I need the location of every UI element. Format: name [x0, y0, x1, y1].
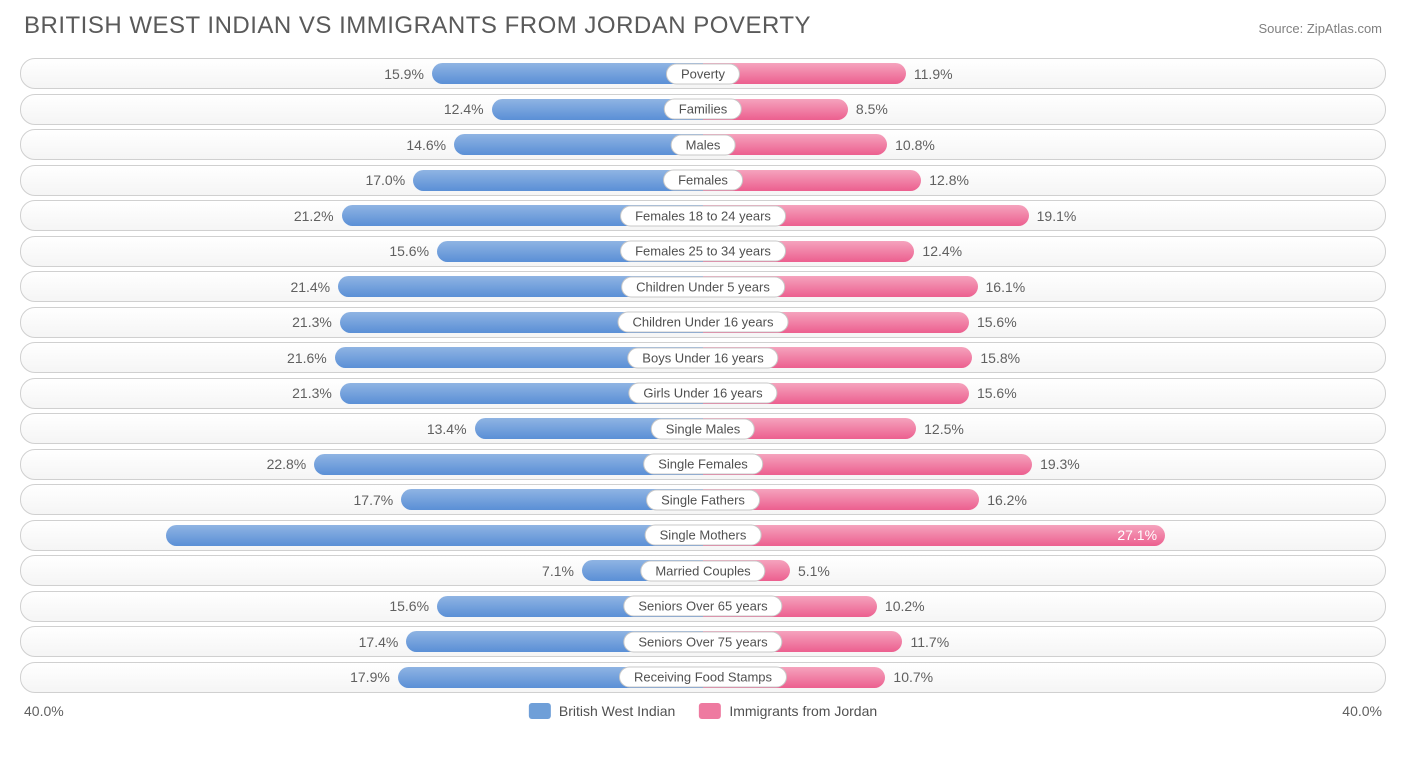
category-label: Children Under 5 years	[621, 276, 785, 297]
bar-left: 31.5%	[166, 525, 703, 546]
chart-row: 15.6% 12.4% Females 25 to 34 years	[20, 236, 1386, 267]
value-left: 22.8%	[267, 456, 307, 472]
category-label: Females 18 to 24 years	[620, 205, 786, 226]
value-left: 21.3%	[292, 385, 332, 401]
value-right: 15.6%	[977, 385, 1017, 401]
value-right: 10.8%	[895, 137, 935, 153]
chart-row: 21.4% 16.1% Children Under 5 years	[20, 271, 1386, 302]
category-label: Seniors Over 75 years	[623, 631, 782, 652]
value-right: 12.8%	[929, 172, 969, 188]
legend-label-left: British West Indian	[559, 703, 675, 719]
value-left: 21.3%	[292, 314, 332, 330]
bar-left: 17.0%	[413, 170, 703, 191]
chart-row: 17.7% 16.2% Single Fathers	[20, 484, 1386, 515]
chart-footer: 40.0% British West Indian Immigrants fro…	[20, 699, 1386, 723]
category-label: Single Females	[643, 454, 763, 475]
legend-item-right: Immigrants from Jordan	[699, 703, 877, 719]
value-left: 17.0%	[365, 172, 405, 188]
value-right: 11.9%	[914, 66, 953, 82]
category-label: Single Mothers	[645, 525, 762, 546]
value-right: 12.4%	[922, 243, 962, 259]
category-label: Single Males	[651, 418, 755, 439]
chart-row: 31.5% 27.1% Single Mothers	[20, 520, 1386, 551]
chart-row: 21.3% 15.6% Girls Under 16 years	[20, 378, 1386, 409]
value-left: 7.1%	[542, 563, 574, 579]
value-left: 15.6%	[389, 598, 429, 614]
value-left: 14.6%	[406, 137, 446, 153]
value-right: 16.1%	[986, 279, 1026, 295]
legend-swatch-left	[529, 703, 551, 719]
axis-max-right: 40.0%	[1342, 703, 1382, 719]
category-label: Families	[664, 99, 742, 120]
value-right: 27.1%	[1117, 527, 1157, 543]
value-right: 11.7%	[910, 634, 949, 650]
bar-left: 15.9%	[432, 63, 703, 84]
value-left: 17.9%	[350, 669, 390, 685]
category-label: Married Couples	[640, 560, 765, 581]
value-right: 15.8%	[980, 350, 1020, 366]
chart-header: BRITISH WEST INDIAN VS IMMIGRANTS FROM J…	[20, 12, 1386, 40]
legend: British West Indian Immigrants from Jord…	[529, 703, 877, 719]
value-left: 13.4%	[427, 421, 467, 437]
value-left: 15.9%	[384, 66, 424, 82]
category-label: Females 25 to 34 years	[620, 241, 786, 262]
value-right: 10.2%	[885, 598, 925, 614]
chart-body: 15.9%11.9%Poverty12.4%8.5%Families14.6%1…	[20, 58, 1386, 693]
category-label: Receiving Food Stamps	[619, 667, 787, 688]
chart-row: 14.6% 10.8% Males	[20, 129, 1386, 160]
chart-row: 21.6% 15.8% Boys Under 16 years	[20, 342, 1386, 373]
bar-left: 14.6%	[454, 134, 703, 155]
value-right: 10.7%	[893, 669, 933, 685]
category-label: Girls Under 16 years	[628, 383, 777, 404]
legend-swatch-right	[699, 703, 721, 719]
bar-right: 27.1%	[703, 525, 1165, 546]
value-left: 21.6%	[287, 350, 327, 366]
chart-row: 17.0% 12.8% Females	[20, 165, 1386, 196]
value-right: 5.1%	[798, 563, 830, 579]
value-right: 19.3%	[1040, 456, 1080, 472]
chart-row: 15.6% 10.2% Seniors Over 65 years	[20, 591, 1386, 622]
value-left: 21.4%	[290, 279, 330, 295]
chart-row: 22.8% 19.3% Single Females	[20, 449, 1386, 480]
value-right: 12.5%	[924, 421, 964, 437]
axis-max-left: 40.0%	[24, 703, 64, 719]
chart-row: 12.4% 8.5% Families	[20, 94, 1386, 125]
chart-row: 21.2% 19.1% Females 18 to 24 years	[20, 200, 1386, 231]
value-left: 15.6%	[389, 243, 429, 259]
category-label: Females	[663, 170, 743, 191]
value-right: 16.2%	[987, 492, 1027, 508]
legend-label-right: Immigrants from Jordan	[729, 703, 877, 719]
value-right: 19.1%	[1037, 208, 1077, 224]
value-right: 15.6%	[977, 314, 1017, 330]
value-right: 8.5%	[856, 101, 888, 117]
category-label: Seniors Over 65 years	[623, 596, 782, 617]
category-label: Boys Under 16 years	[627, 347, 778, 368]
chart-row: 13.4% 12.5% Single Males	[20, 413, 1386, 444]
chart-row: 21.3% 15.6% Children Under 16 years	[20, 307, 1386, 338]
chart-row: 17.9% 10.7% Receiving Food Stamps	[20, 662, 1386, 693]
chart-row: 15.9% 11.9% Poverty	[20, 58, 1386, 89]
value-left: 17.7%	[354, 492, 394, 508]
category-label: Males	[671, 134, 736, 155]
category-label: Poverty	[666, 63, 740, 84]
category-label: Single Fathers	[646, 489, 760, 510]
chart-title: BRITISH WEST INDIAN VS IMMIGRANTS FROM J…	[24, 12, 811, 40]
legend-item-left: British West Indian	[529, 703, 675, 719]
chart-source: Source: ZipAtlas.com	[1258, 21, 1382, 36]
chart-row: 7.1% 5.1% Married Couples	[20, 555, 1386, 586]
value-left: 17.4%	[359, 634, 399, 650]
value-left: 21.2%	[294, 208, 334, 224]
category-label: Children Under 16 years	[618, 312, 789, 333]
value-left: 12.4%	[444, 101, 484, 117]
chart-row: 17.4% 11.7% Seniors Over 75 years	[20, 626, 1386, 657]
